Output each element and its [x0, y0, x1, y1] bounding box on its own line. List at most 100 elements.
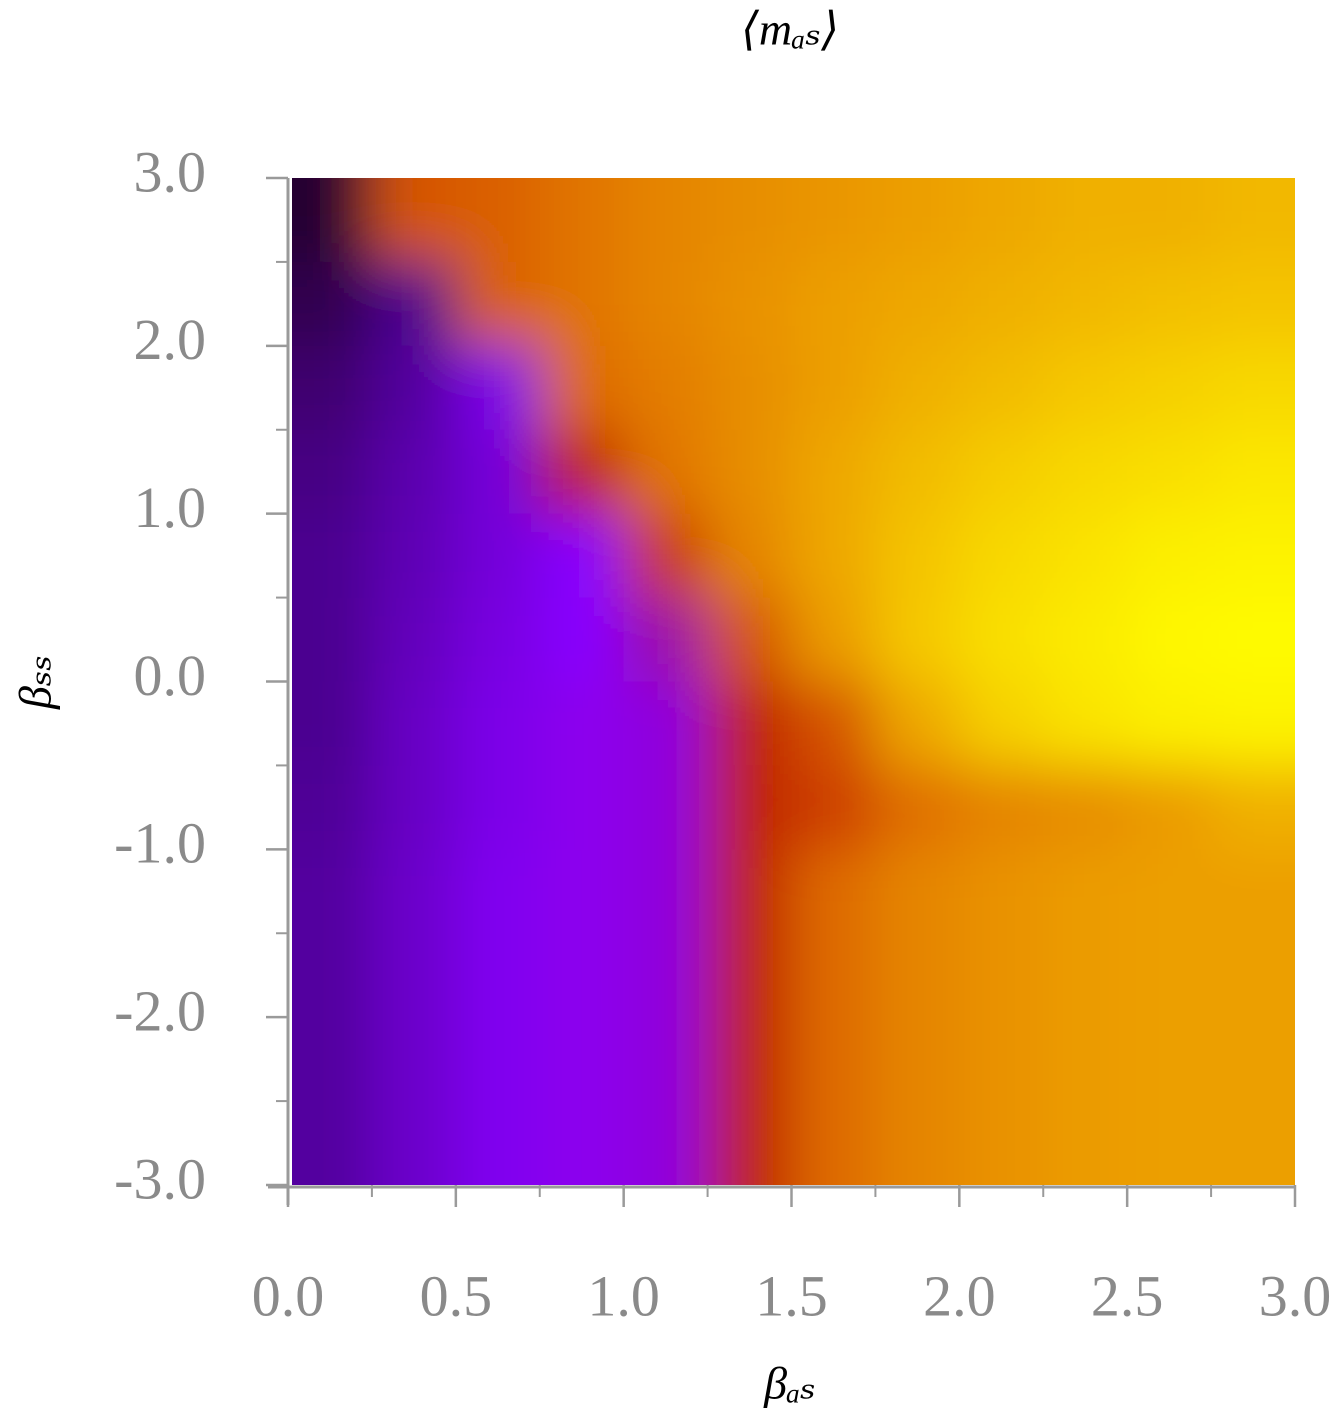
heatmap-cell [875, 1101, 960, 1185]
heatmap-cell [1043, 513, 1128, 599]
heatmap-cell [292, 513, 373, 599]
heatmap-cell [292, 178, 373, 263]
heatmap-cell [707, 345, 792, 431]
heatmap-cell [707, 513, 792, 599]
y-tick-label: -3.0 [114, 1146, 206, 1211]
heatmap-cell [539, 429, 625, 515]
heatmap-cell [371, 849, 457, 934]
heatmap-cell [1127, 1101, 1212, 1185]
heatmap-cell [623, 178, 709, 263]
heatmap-cell [959, 513, 1044, 599]
y-tick-label: -1.0 [114, 811, 206, 876]
heatmap-cell [707, 1101, 792, 1185]
heatmap-cell [875, 429, 960, 515]
heatmap-cell [1127, 597, 1212, 682]
heatmap-cell [292, 429, 373, 515]
heatmap-cell [539, 178, 625, 263]
heatmap-cell [707, 765, 792, 850]
heatmap-cell [292, 261, 373, 347]
heatmap-cell [959, 933, 1044, 1018]
heatmap-cell [539, 513, 625, 599]
heatmap-area [292, 178, 1295, 1185]
x-axis-label: βₐₛ [763, 1358, 816, 1409]
heatmap-cell [455, 933, 541, 1018]
heatmap-cell [791, 849, 876, 934]
heatmap-cell [1043, 1017, 1128, 1102]
heatmap-cell [959, 1017, 1044, 1102]
heatmap-cell [623, 681, 709, 766]
heatmap-cell [875, 1017, 960, 1102]
heatmap-cell [1043, 261, 1128, 347]
heatmap-cell [292, 765, 373, 850]
heatmap-cell [1127, 765, 1212, 850]
heatmap-cell [539, 1101, 625, 1185]
y-tick-label: 0.0 [134, 643, 207, 708]
heatmap-cell [875, 933, 960, 1018]
heatmap-cell [1211, 429, 1295, 515]
heatmap-cell [959, 1101, 1044, 1185]
heatmap-cell [791, 1101, 876, 1185]
heatmap-cell [292, 681, 373, 766]
heatmap-cell [455, 513, 541, 599]
heatmap-cell [707, 933, 792, 1018]
heatmap-cell [623, 597, 709, 682]
heatmap-cell [1043, 429, 1128, 515]
heatmap-cell [791, 681, 876, 766]
heatmap-cell [1211, 933, 1295, 1018]
heatmap-cell [292, 1101, 373, 1185]
heatmap-cell [1211, 597, 1295, 682]
heatmap-cell [875, 513, 960, 599]
heatmap-cell [1043, 933, 1128, 1018]
heatmap-cell [707, 429, 792, 515]
heatmap-cell [623, 345, 709, 431]
x-tick-label: 1.0 [587, 1263, 660, 1328]
heatmap-cell [371, 261, 457, 347]
heatmap-cell [371, 597, 457, 682]
heatmap-cell [539, 765, 625, 850]
heatmap-cell [875, 597, 960, 682]
heatmap-cell [539, 933, 625, 1018]
y-tick-label: -2.0 [114, 978, 206, 1043]
heatmap-cell [455, 345, 541, 431]
heatmap-cell [707, 597, 792, 682]
heatmap-cell [707, 681, 792, 766]
x-tick-label: 0.5 [420, 1263, 493, 1328]
heatmap-cell [1211, 681, 1295, 766]
x-tick-label: 1.5 [755, 1263, 828, 1328]
heatmap-cell [959, 597, 1044, 682]
heatmap-cell [1043, 597, 1128, 682]
heatmap-cell [1211, 765, 1295, 850]
heatmap-cell [623, 849, 709, 934]
heatmap-cell [1043, 178, 1128, 263]
heatmap-cells [292, 178, 1295, 1185]
heatmap-cell [959, 849, 1044, 934]
heatmap-cell [292, 849, 373, 934]
heatmap-cell [623, 1017, 709, 1102]
heatmap-cell [1127, 681, 1212, 766]
heatmap-cell [875, 345, 960, 431]
heatmap-cell [875, 765, 960, 850]
heatmap-cell [371, 1101, 457, 1185]
y-axis-label: βₛₛ [10, 655, 61, 710]
heatmap-cell [455, 681, 541, 766]
heatmap-cell [1127, 178, 1212, 263]
axes: 0.0 0.5 1.0 1.5 2.0 2.5 3.0 -3.0 -2.0 -1.0 0.0 1.0 2… [114, 139, 1331, 1328]
heatmap-cell [791, 345, 876, 431]
heatmap-cell [1211, 261, 1295, 347]
heatmap-cell [1127, 261, 1212, 347]
heatmap-cell [1043, 1101, 1128, 1185]
heatmap-cell [455, 849, 541, 934]
heatmap-cell [455, 261, 541, 347]
heatmap-cell [1127, 513, 1212, 599]
heatmap-cell [539, 849, 625, 934]
heatmap-cell [371, 429, 457, 515]
heatmap-cell [371, 513, 457, 599]
heatmap-cell [1043, 765, 1128, 850]
heatmap-cell [455, 597, 541, 682]
x-tick-label: 2.5 [1091, 1263, 1164, 1328]
heatmap-cell [875, 681, 960, 766]
x-tick-label: 3.0 [1259, 1263, 1332, 1328]
heatmap-cell [959, 681, 1044, 766]
heatmap-cell [1127, 429, 1212, 515]
